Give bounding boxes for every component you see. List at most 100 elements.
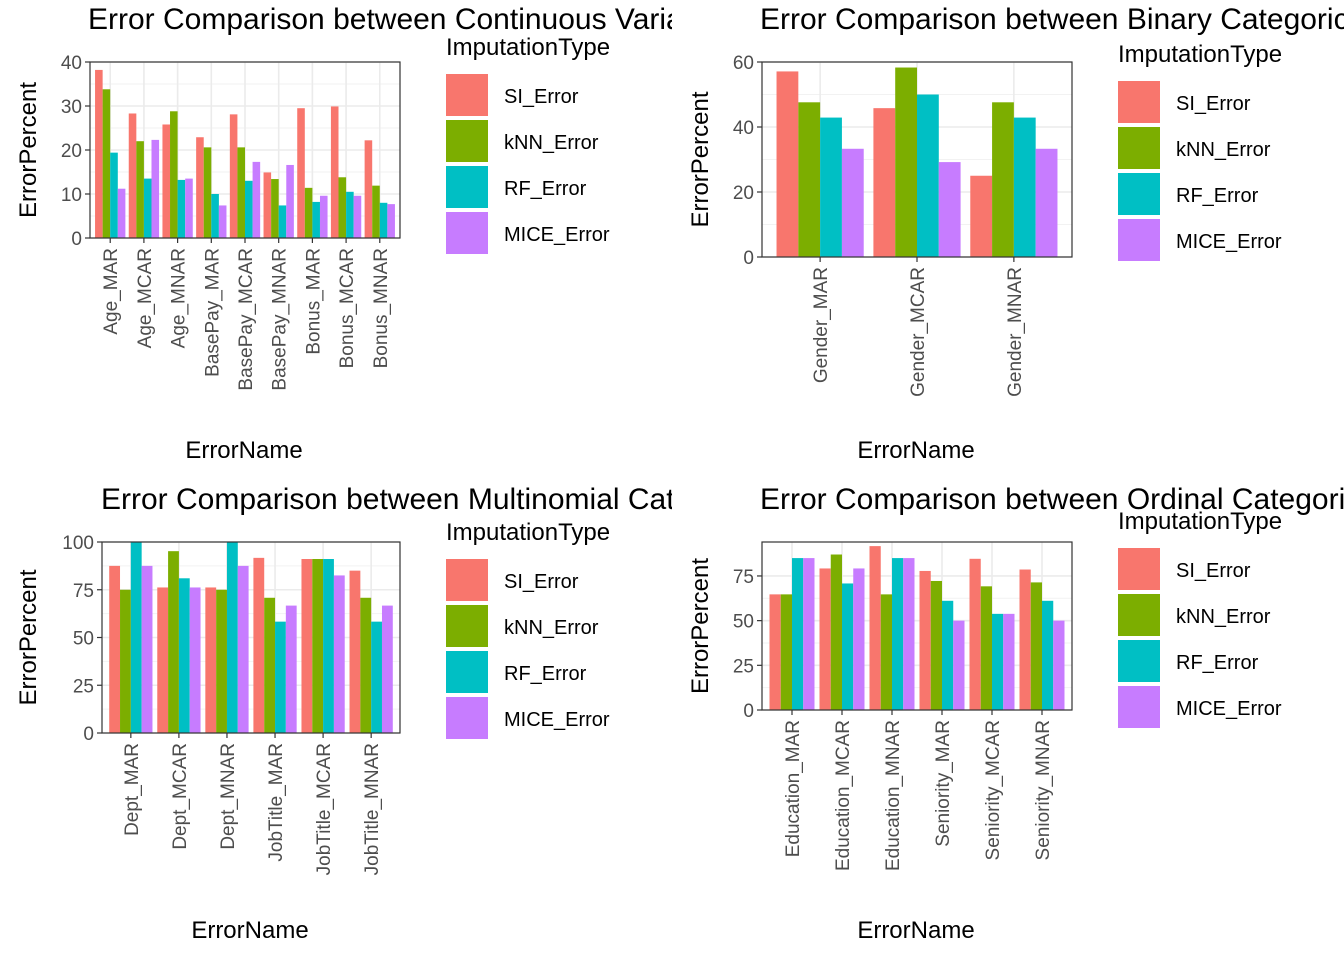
bar-rf-error <box>371 621 382 733</box>
bar-si-error <box>873 108 896 258</box>
bar-knn-error <box>304 187 313 238</box>
bar-rf-error <box>178 578 190 733</box>
bar-si-error <box>229 114 238 238</box>
y-tick-label: 20 <box>61 141 82 162</box>
bar-knn-error <box>1030 582 1042 710</box>
y-tick-label: 0 <box>71 229 82 250</box>
x-tick-label: Age_MAR <box>101 248 122 335</box>
chart-title: Error Comparison between Multinomial Cat… <box>101 483 911 516</box>
bar-mice-error <box>841 148 864 257</box>
bar-rf-error <box>211 194 219 238</box>
bar-si-error <box>157 587 169 733</box>
y-tick-label: 0 <box>83 724 94 745</box>
bar-si-error <box>330 106 339 238</box>
legend-key-si-error <box>446 559 488 601</box>
bar-rf-error <box>820 117 842 257</box>
bar-mice-error <box>353 195 362 238</box>
x-tick-label: Dept_MCAR <box>170 743 191 850</box>
bar-knn-error <box>170 111 178 238</box>
bar-mice-error <box>1053 620 1065 710</box>
legend: ImputationType SI_Error kNN_Error RF_Error M… <box>446 519 610 739</box>
bar-rf-error <box>275 621 286 733</box>
panel-2: Error Comparison between Binary Categori… <box>687 3 1344 464</box>
legend-label: kNN_Error <box>504 617 599 639</box>
chart-title: Error Comparison between Continuous Vari… <box>88 3 738 36</box>
bar-knn-error <box>830 554 842 710</box>
x-axis-title: ErrorName <box>185 437 302 464</box>
bar-si-error <box>162 124 171 238</box>
x-tick-label: Dept_MNAR <box>218 743 239 850</box>
x-axis-title: ErrorName <box>857 917 974 944</box>
legend-title: ImputationType <box>1118 508 1282 535</box>
legend-key-knn-error <box>446 605 488 647</box>
bar-si-error <box>364 140 373 238</box>
bar-si-error <box>1019 569 1031 710</box>
bar-si-error <box>969 558 981 710</box>
bar-si-error <box>769 594 781 710</box>
legend-key-si-error <box>1118 81 1160 123</box>
bar-knn-error <box>102 89 111 238</box>
y-tick-label: 75 <box>733 567 754 588</box>
bar-mice-error <box>252 161 261 238</box>
legend-key-rf-error <box>1118 640 1160 682</box>
x-tick-label: Seniority_MNAR <box>1033 720 1054 860</box>
bar-rf-error <box>177 179 186 238</box>
legend-key-si-error <box>1118 548 1160 590</box>
y-tick-label: 20 <box>733 183 754 204</box>
legend-key-mice-error <box>1118 686 1160 728</box>
legend-title: ImputationType <box>446 34 610 61</box>
y-axis-title: ErrorPercent <box>15 82 42 218</box>
bar-mice-error <box>333 575 345 733</box>
bar-si-error <box>349 570 361 733</box>
legend-label: SI_Error <box>504 571 579 593</box>
bar-knn-error <box>992 102 1014 257</box>
bar-rf-error <box>892 558 904 710</box>
x-tick-label: Age_MCAR <box>135 248 156 348</box>
bar-rf-error <box>278 205 287 238</box>
bar-knn-error <box>136 141 144 238</box>
legend: ImputationType SI_Error kNN_Error RF_Error M… <box>446 34 610 254</box>
legend-label: RF_Error <box>504 178 587 200</box>
legend: ImputationType SI_Error kNN_Error RF_Error M… <box>1118 41 1282 261</box>
y-tick-label: 0 <box>743 248 754 269</box>
legend-label: kNN_Error <box>1176 139 1271 161</box>
legend-label: SI_Error <box>1176 560 1251 582</box>
y-tick-label: 25 <box>733 656 754 677</box>
bar-rf-error <box>130 542 142 733</box>
x-axis-title: ErrorName <box>191 917 308 944</box>
bar-rf-error <box>312 201 320 238</box>
bar-mice-error <box>387 204 395 238</box>
bar-rf-error <box>792 558 804 710</box>
plot-border <box>761 541 1073 711</box>
y-axis-title: ErrorPercent <box>15 569 42 705</box>
y-tick-label: 10 <box>61 185 82 206</box>
bar-si-error <box>970 175 993 257</box>
bar-mice-error <box>1003 613 1015 710</box>
y-tick-label: 75 <box>73 581 94 602</box>
y-tick-label: 40 <box>733 118 754 139</box>
x-tick-label: Gender_MCAR <box>908 267 929 397</box>
x-tick-label: Dept_MAR <box>122 743 143 836</box>
bar-knn-error <box>312 558 324 733</box>
x-tick-label: Bonus_MAR <box>303 248 324 355</box>
x-tick-label: BasePay_MNAR <box>270 248 291 391</box>
bar-knn-error <box>203 147 212 238</box>
bar-knn-error <box>880 594 892 710</box>
bar-rf-error <box>110 152 118 238</box>
legend-label: MICE_Error <box>1176 231 1282 253</box>
bar-mice-error <box>903 558 915 710</box>
bar-mice-error <box>237 565 249 733</box>
x-tick-label: Seniority_MCAR <box>983 720 1004 860</box>
legend-key-knn-error <box>446 120 488 162</box>
bar-rf-error <box>842 583 854 710</box>
x-tick-label: Age_MNAR <box>169 248 190 348</box>
y-tick-label: 60 <box>733 53 754 74</box>
bar-mice-error <box>381 605 393 733</box>
y-axis-title: ErrorPercent <box>687 91 714 227</box>
x-tick-label: Gender_MAR <box>811 267 832 383</box>
bar-knn-error <box>895 67 917 258</box>
legend-key-rf-error <box>446 651 488 693</box>
legend: ImputationType SI_Error kNN_Error RF_Error M… <box>1118 508 1282 728</box>
x-tick-label: JobTitle_MNAR <box>362 743 383 875</box>
bar-knn-error <box>930 580 942 710</box>
